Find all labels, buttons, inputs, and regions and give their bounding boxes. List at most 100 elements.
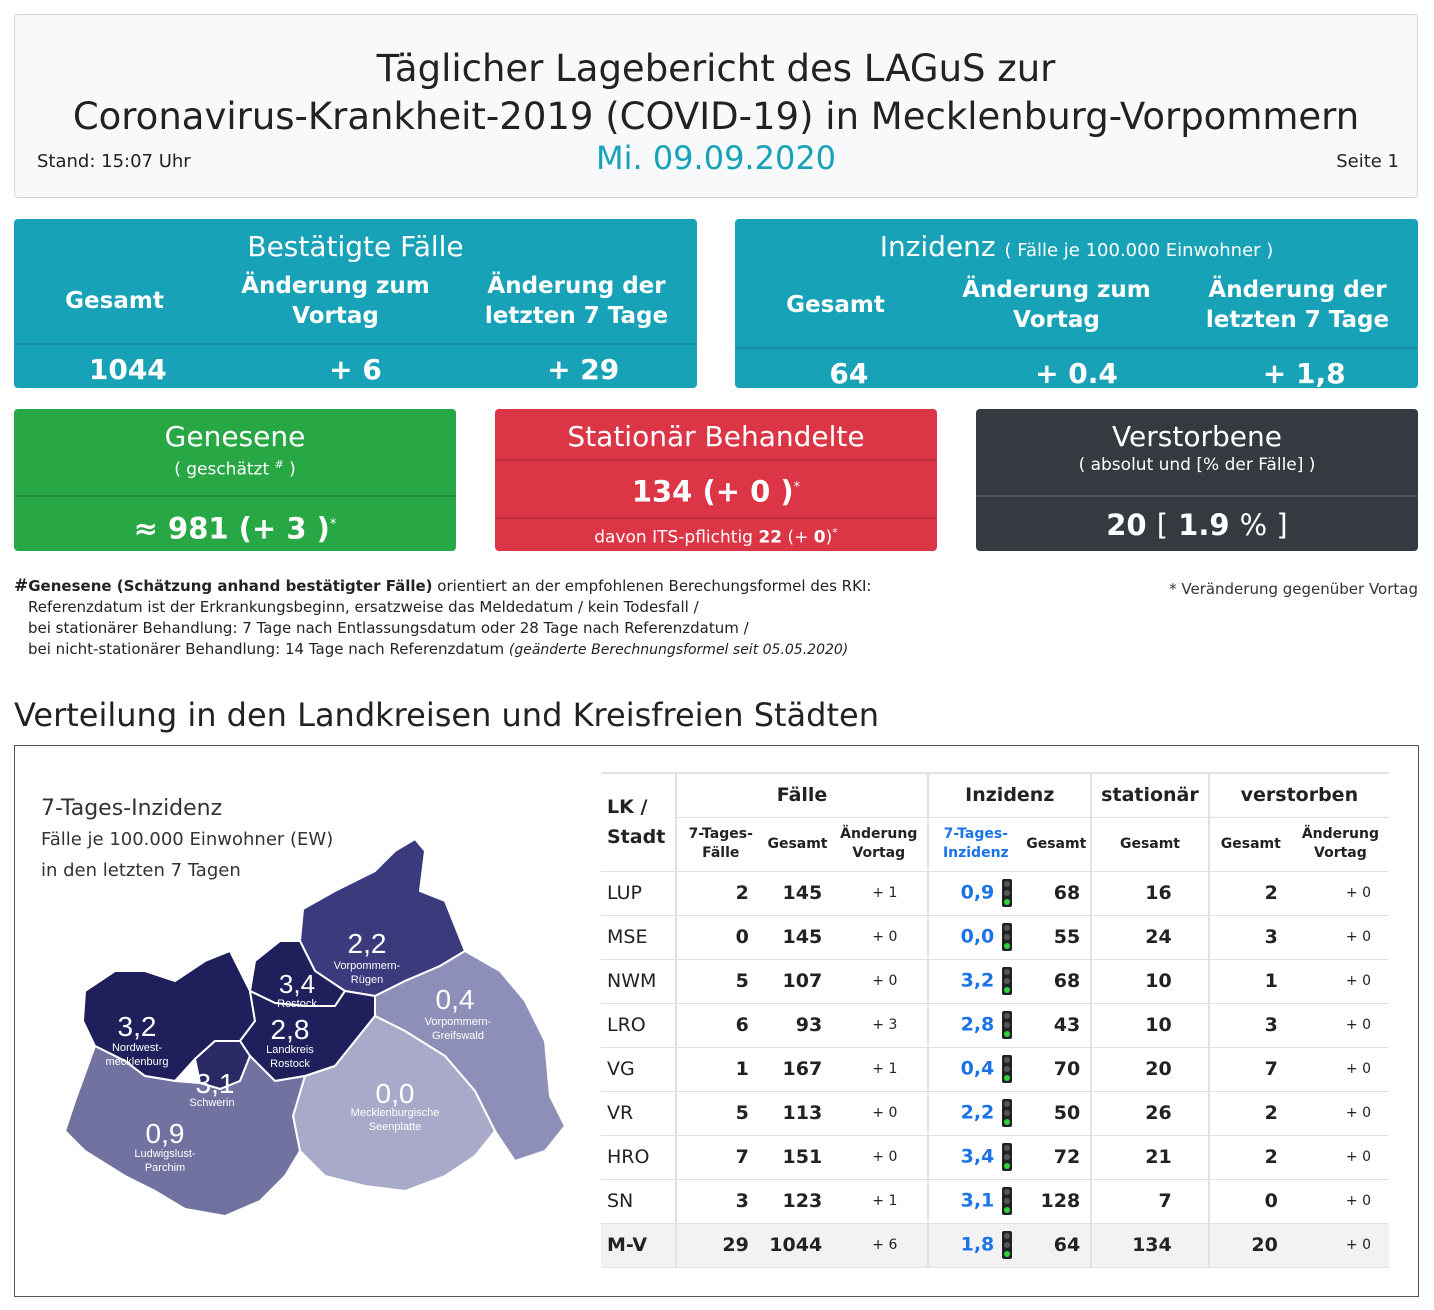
cell-inz-7tage: 1,8 — [927, 1223, 1023, 1268]
page-number: Seite 1 — [1336, 151, 1399, 172]
cell-verst-aenderung: + 0 — [1291, 871, 1389, 916]
col-group-stationaer: stationär — [1090, 772, 1209, 818]
inz-7tage-value: 3,1 — [960, 1189, 995, 1212]
table-row: HRO 7 151 + 0 3,4 72 21 2 + 0 — [601, 1135, 1389, 1180]
traffic-light-icon — [1002, 1143, 1013, 1171]
hospitalized-title: Stationär Behandelte — [567, 420, 865, 453]
cell-inz-7tage: 0,4 — [927, 1047, 1023, 1092]
incidence-title: Inzidenz ( Fälle je 100.000 Einwohner ) — [735, 219, 1418, 269]
map-label-seenplatte-1: Mecklenburgische — [351, 1107, 440, 1119]
its-star: * — [832, 526, 838, 539]
cell-stat-gesamt: 20 — [1090, 1047, 1209, 1092]
cell-inz-gesamt: 43 — [1022, 1003, 1092, 1048]
col-lk-line-1: LK / — [607, 796, 648, 819]
cell-faelle-gesamt: 145 — [764, 915, 831, 960]
map-label-seenplatte-2: Seenplatte — [369, 1121, 422, 1133]
recovered-count: ≈ 981 — [133, 511, 229, 546]
footnote-line-2: Referenzdatum ist der Erkrankungsbeginn,… — [28, 598, 699, 616]
cases-change-day-header: Änderung zum Vortag — [241, 273, 430, 329]
deceased-panel: Verstorbene ( absolut und [% der Fälle] … — [976, 409, 1418, 551]
traffic-light-icon — [1002, 1231, 1013, 1259]
cases-total-header: Gesamt — [65, 288, 164, 314]
table-row: LRO 6 93 + 3 2,8 43 10 3 + 0 — [601, 1003, 1389, 1048]
map-label-ludwigslust-parchim-1: Ludwigslust- — [134, 1148, 195, 1160]
col-verst-gesamt: Gesamt — [1207, 817, 1292, 872]
recovered-star: * — [329, 517, 337, 532]
col-lk-stadt: LK / Stadt — [601, 772, 676, 872]
table-total-row: M-V 29 1044 + 6 1,8 64 134 20 + 0 — [601, 1223, 1389, 1268]
district-table: LK / Stadt Fälle Inzidenz stationär verst… — [601, 772, 1389, 1268]
cell-faelle-aenderung: + 6 — [830, 1223, 929, 1268]
cell-faelle-aenderung: + 0 — [830, 1091, 929, 1136]
map-label-schwerin: Schwerin — [189, 1097, 234, 1109]
cell-lk: MSE — [601, 915, 676, 960]
cell-inz-7tage: 2,8 — [927, 1003, 1023, 1048]
cell-inz-gesamt: 50 — [1022, 1091, 1092, 1136]
hospitalized-count: 134 — [631, 474, 693, 509]
map-label-vorpommern-ruegen-2: Rügen — [351, 974, 383, 986]
cell-verst-aenderung: + 0 — [1291, 959, 1389, 1004]
cell-lk: VG — [601, 1047, 676, 1092]
cell-lk: LRO — [601, 1003, 676, 1048]
cell-inz-gesamt: 72 — [1022, 1135, 1092, 1180]
traffic-light-icon — [1002, 1055, 1013, 1083]
cell-faelle-gesamt: 145 — [764, 871, 831, 916]
map-label-vorpommern-ruegen-1: Vorpommern- — [334, 960, 401, 972]
cell-verst-gesamt: 1 — [1207, 959, 1292, 1004]
cell-stat-gesamt: 10 — [1090, 959, 1209, 1004]
col-group-verstorben: verstorben — [1207, 772, 1389, 818]
inz-7tage-value: 0,4 — [960, 1057, 995, 1080]
cases-change-day-value: + 6 — [329, 352, 382, 386]
cell-faelle-aenderung: + 1 — [830, 871, 929, 916]
map-label-nordwestmecklenburg-2: mecklenburg — [106, 1056, 169, 1068]
cell-verst-gesamt: 3 — [1207, 915, 1292, 960]
map-value-vorpommern-ruegen: 2,2 — [348, 928, 387, 959]
col-lk-line-2: Stadt — [607, 826, 666, 849]
cell-verst-gesamt: 3 — [1207, 1003, 1292, 1048]
hospitalized-value: 134 (+ 0 )* — [495, 461, 937, 517]
footnote-line-3: bei stationärer Behandlung: 7 Tage nach … — [28, 619, 749, 637]
table-row: VR 5 113 + 0 2,2 50 26 2 + 0 — [601, 1091, 1389, 1136]
its-label: davon ITS-pflichtig — [594, 527, 753, 548]
cell-inz-7tage: 3,2 — [927, 959, 1023, 1004]
col-verst-aenderung: Änderung Vortag — [1291, 817, 1389, 872]
table-row: LUP 2 145 + 1 0,9 68 16 2 + 0 — [601, 871, 1389, 916]
inz-7tage-value: 2,8 — [960, 1013, 995, 1036]
incidence-total-header: Gesamt — [786, 292, 885, 318]
footnote-line-1: orientiert an der empfohlenen Berechungs… — [432, 577, 872, 595]
incidence-title-text: Inzidenz — [879, 230, 996, 263]
map-region-ludwigslust-parchim — [63, 1044, 307, 1218]
cell-faelle-aenderung: + 3 — [830, 1003, 929, 1048]
cell-faelle-7tage: 0 — [674, 915, 765, 960]
deceased-title: Verstorbene — [1112, 420, 1282, 453]
deceased-percent: 1.9 — [1178, 508, 1230, 542]
traffic-light-icon — [1002, 967, 1013, 995]
map-label-vorpommern-greifswald-1: Vorpommern- — [425, 1016, 492, 1028]
col-faelle-aenderung: Änderung Vortag — [830, 817, 929, 872]
traffic-light-icon — [1002, 1011, 1013, 1039]
map-legend-line-2: in den letzten 7 Tagen — [41, 860, 241, 881]
map-label-ludwigslust-parchim-2: Parchim — [145, 1162, 185, 1174]
cell-inz-gesamt: 55 — [1022, 915, 1092, 960]
col-faelle-gesamt: Gesamt — [764, 817, 831, 872]
its-change-a: (+ — [787, 527, 814, 548]
cell-stat-gesamt: 10 — [1090, 1003, 1209, 1048]
cell-lk: LUP — [601, 871, 676, 916]
cell-stat-gesamt: 134 — [1090, 1223, 1209, 1268]
cell-verst-aenderung: + 0 — [1291, 1135, 1389, 1180]
col-group-faelle: Fälle — [674, 772, 929, 818]
deceased-count: 20 — [1106, 508, 1147, 542]
cell-inz-gesamt: 68 — [1022, 959, 1092, 1004]
inz-7tage-value: 0,0 — [960, 925, 995, 948]
cell-faelle-gesamt: 107 — [764, 959, 831, 1004]
footnote-bold: Genesene (Schätzung anhand bestätigter F… — [28, 577, 433, 595]
section-title: Verteilung in den Landkreisen und Kreisf… — [14, 696, 879, 734]
map-label-landkreis-rostock-1: Landkreis — [266, 1044, 314, 1056]
cases-total-value: 1044 — [88, 352, 167, 386]
traffic-light-icon — [1002, 923, 1013, 951]
table-row: NWM 5 107 + 0 3,2 68 10 1 + 0 — [601, 959, 1389, 1004]
map-label-nordwestmecklenburg-1: Nordwest- — [112, 1042, 162, 1054]
map-value-seenplatte: 0,0 — [376, 1078, 415, 1109]
hospitalized-panel: Stationär Behandelte 134 (+ 0 )* davon I… — [495, 409, 937, 551]
map-value-landkreis-rostock: 2,8 — [271, 1014, 310, 1045]
